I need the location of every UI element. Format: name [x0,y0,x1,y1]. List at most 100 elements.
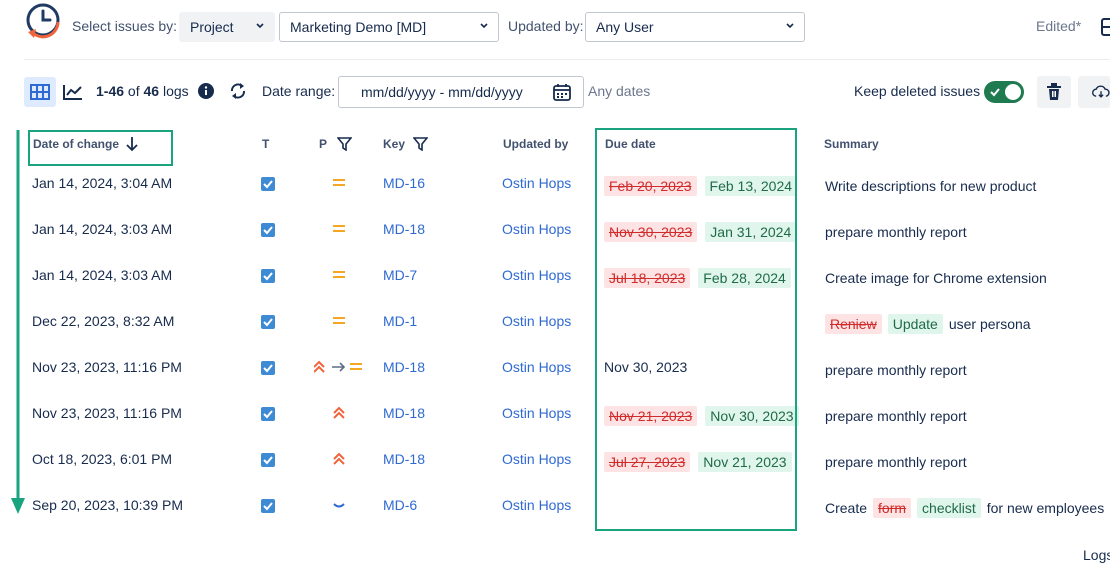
due-date-old: Jul 27, 2023 [604,452,691,472]
toggle-knob [1005,84,1021,100]
column-type[interactable]: T [262,137,270,151]
date-column-highlight [28,130,173,166]
issue-type-task-icon [261,407,275,421]
calendar-icon[interactable] [553,83,571,101]
cloud-download-button[interactable] [1078,76,1110,108]
due-date-column-highlight [595,128,797,531]
project-value: Marketing Demo [MD] [290,19,427,35]
issue-type-task-icon [261,315,275,329]
column-summary[interactable]: Summary [824,137,879,151]
summary-text: Create image for Chrome extension [825,270,1053,286]
priority-high-icon [332,452,346,471]
timeline-arrow-icon [11,130,25,514]
due-date-old: Nov 30, 2023 [604,222,698,242]
table-view-button[interactable] [24,77,56,107]
updated-by-user-link[interactable]: Ostin Hops [502,313,572,329]
updated-by-user-link[interactable]: Ostin Hops [502,405,572,421]
due-date-new: Feb 28, 2024 [698,268,791,288]
due-date-new: Nov 30, 2023 [705,406,799,426]
summary-added: Update [887,314,943,334]
log-range: 1-46 [96,83,125,99]
due-date-change: Nov 21, 2023 Nov 30, 2023 [604,406,799,426]
summary-suffix: for new employees [986,500,1105,516]
column-priority[interactable]: P [319,137,328,151]
issue-key-link[interactable]: MD-18 [383,451,426,467]
chevron-down-icon [786,23,794,29]
cloud-download-icon [1092,85,1110,98]
column-date-of-change[interactable]: Date of change [33,137,120,151]
change-date: Jan 14, 2024, 3:03 AM [32,221,173,237]
summary-prefix: prepare monthly report [825,224,967,240]
summary-suffix: user persona [948,316,1031,332]
summary-removed: Reniew [825,314,882,334]
column-updated-by[interactable]: Updated by [503,137,569,151]
issue-key-link[interactable]: MD-18 [383,405,426,421]
chevron-down-icon [256,23,264,29]
updated-by-user-link[interactable]: Ostin Hops [502,497,572,513]
change-date: Nov 23, 2023, 11:16 PM [32,359,182,375]
updated-by-label: Updated by: [508,18,584,34]
updated-by-user-link[interactable]: Ostin Hops [502,451,572,467]
issue-type-task-icon [261,177,275,191]
edited-label: Edited* [1036,18,1082,34]
select-by-dropdown[interactable]: Project [179,12,275,42]
summary-text: prepare monthly report [825,408,973,424]
sort-down-arrow-icon[interactable] [125,136,139,152]
issue-key-link[interactable]: MD-6 [383,497,418,513]
column-due-date[interactable]: Due date [605,137,656,151]
chart-view-button[interactable] [58,77,88,107]
due-date-old: Nov 21, 2023 [604,406,698,426]
column-key[interactable]: Key [383,137,406,151]
updated-by-user-link[interactable]: Ostin Hops [502,221,572,237]
change-date: Jan 14, 2024, 3:03 AM [32,267,173,283]
priority-low-icon [332,498,346,517]
project-dropdown[interactable]: Marketing Demo [MD] [279,12,499,42]
summary-text: Reniew Update user persona [825,314,1031,334]
issue-type-task-icon [261,223,275,237]
priority-high-icon [332,406,346,425]
header-divider [24,59,1110,60]
summary-text: Write descriptions for new product [825,178,1042,194]
select-by-value: Project [190,19,234,35]
due-date-change: Feb 20, 2023 Feb 13, 2024 [604,176,798,196]
updated-by-user-link[interactable]: Ostin Hops [502,175,572,191]
priority-medium-icon [332,222,346,241]
grid-icon [30,84,50,100]
select-issues-label: Select issues by: [72,18,178,34]
refresh-icon[interactable] [228,81,248,101]
log-total: 46 [143,83,160,99]
issue-key-link[interactable]: MD-18 [383,221,426,237]
filter-icon[interactable] [413,137,428,151]
filter-icon[interactable] [337,137,352,151]
change-date: Dec 22, 2023, 8:32 AM [32,313,175,329]
keep-deleted-toggle[interactable] [984,81,1024,103]
summary-text: prepare monthly report [825,362,973,378]
due-date-change: Jul 27, 2023 Nov 21, 2023 [604,452,792,472]
trash-button[interactable] [1037,76,1071,108]
issue-key-link[interactable]: MD-16 [383,175,426,191]
app-logo-icon [24,2,64,50]
summary-prefix: Write descriptions for new product [825,178,1037,194]
updated-by-user-link[interactable]: Ostin Hops [502,267,572,283]
change-date: Oct 18, 2023, 6:01 PM [32,451,173,467]
logs-footer-label: Logs [1083,547,1110,563]
change-date: Jan 14, 2024, 3:04 AM [32,175,173,191]
chevron-down-icon [480,23,488,29]
issue-key-link[interactable]: MD-1 [383,313,418,329]
due-date-new: Feb 13, 2024 [704,176,798,196]
due-date-new: Jan 31, 2024 [705,222,797,242]
issue-key-link[interactable]: MD-18 [383,359,426,375]
log-suffix: logs [162,83,189,99]
summary-text: prepare monthly report [825,454,973,470]
priority-medium-icon [332,176,346,195]
summary-prefix: Create [825,500,868,516]
priority-change-icon [313,360,364,379]
issue-key-link[interactable]: MD-7 [383,267,418,283]
info-icon[interactable] [198,83,214,99]
any-dates-label: Any dates [588,83,651,99]
due-date-change: Nov 30, 2023 Jan 31, 2024 [604,222,797,242]
date-range-input[interactable]: mm/dd/yyyy - mm/dd/yyyy [338,76,584,108]
updated-by-user-link[interactable]: Ostin Hops [502,359,572,375]
layout-icon[interactable] [1100,16,1110,38]
updated-by-dropdown[interactable]: Any User [585,12,805,42]
